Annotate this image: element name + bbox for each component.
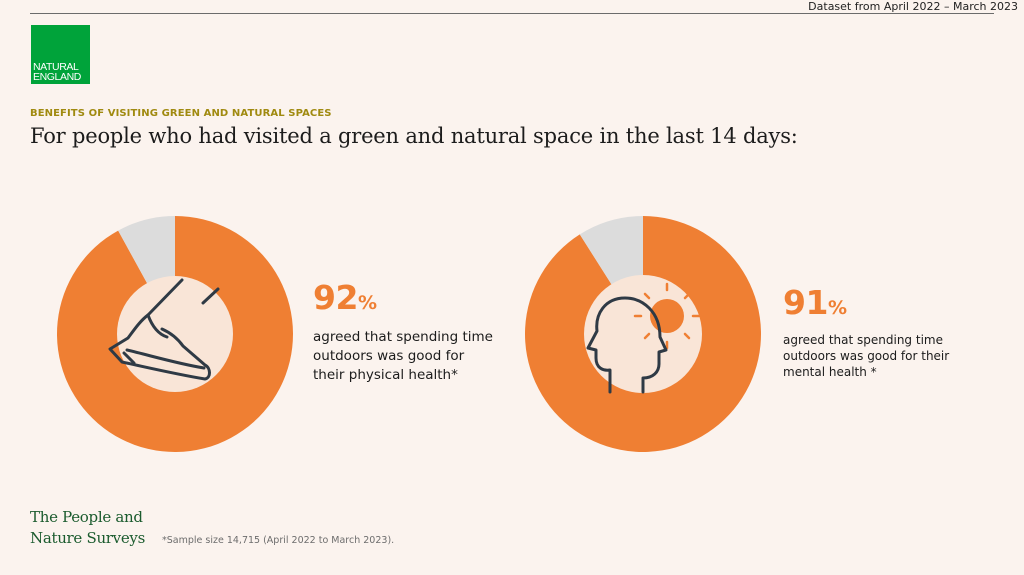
physical-health-percent: 92% bbox=[313, 278, 377, 317]
mental-health-donut-chart bbox=[525, 216, 761, 452]
header-rule bbox=[30, 13, 994, 14]
physical-health-donut-chart bbox=[56, 216, 294, 452]
mental-health-percent: 91% bbox=[783, 283, 847, 322]
section-kicker: BENEFITS OF VISITING GREEN AND NATURAL S… bbox=[30, 108, 332, 119]
logo-line-2: ENGLAND bbox=[33, 71, 81, 83]
natural-england-logo: NATURAL ENGLAND bbox=[31, 25, 90, 84]
people-and-nature-surveys-brand: The People and Nature Surveys bbox=[30, 507, 160, 549]
brand-line-2: Nature Surveys bbox=[30, 529, 146, 547]
mental-health-description: agreed that spending time outdoors was g… bbox=[783, 333, 950, 379]
mental-health-value: 91 bbox=[783, 283, 828, 322]
brand-line-1: The People and bbox=[30, 508, 143, 526]
dataset-range: Dataset from April 2022 – March 2023 bbox=[808, 0, 1018, 13]
physical-health-value: 92 bbox=[313, 278, 358, 317]
physical-health-description: agreed that spending time outdoors was g… bbox=[313, 329, 493, 383]
shoe-step-icon bbox=[108, 278, 220, 381]
percent-sign: % bbox=[357, 292, 377, 314]
head-sun-icon bbox=[586, 282, 701, 394]
page-title: For people who had visited a green and n… bbox=[30, 124, 798, 148]
percent-sign: % bbox=[827, 297, 847, 319]
logo-line-1: NATURAL bbox=[33, 61, 79, 73]
sample-size-footnote: *Sample size 14,715 (April 2022 to March… bbox=[162, 535, 395, 546]
